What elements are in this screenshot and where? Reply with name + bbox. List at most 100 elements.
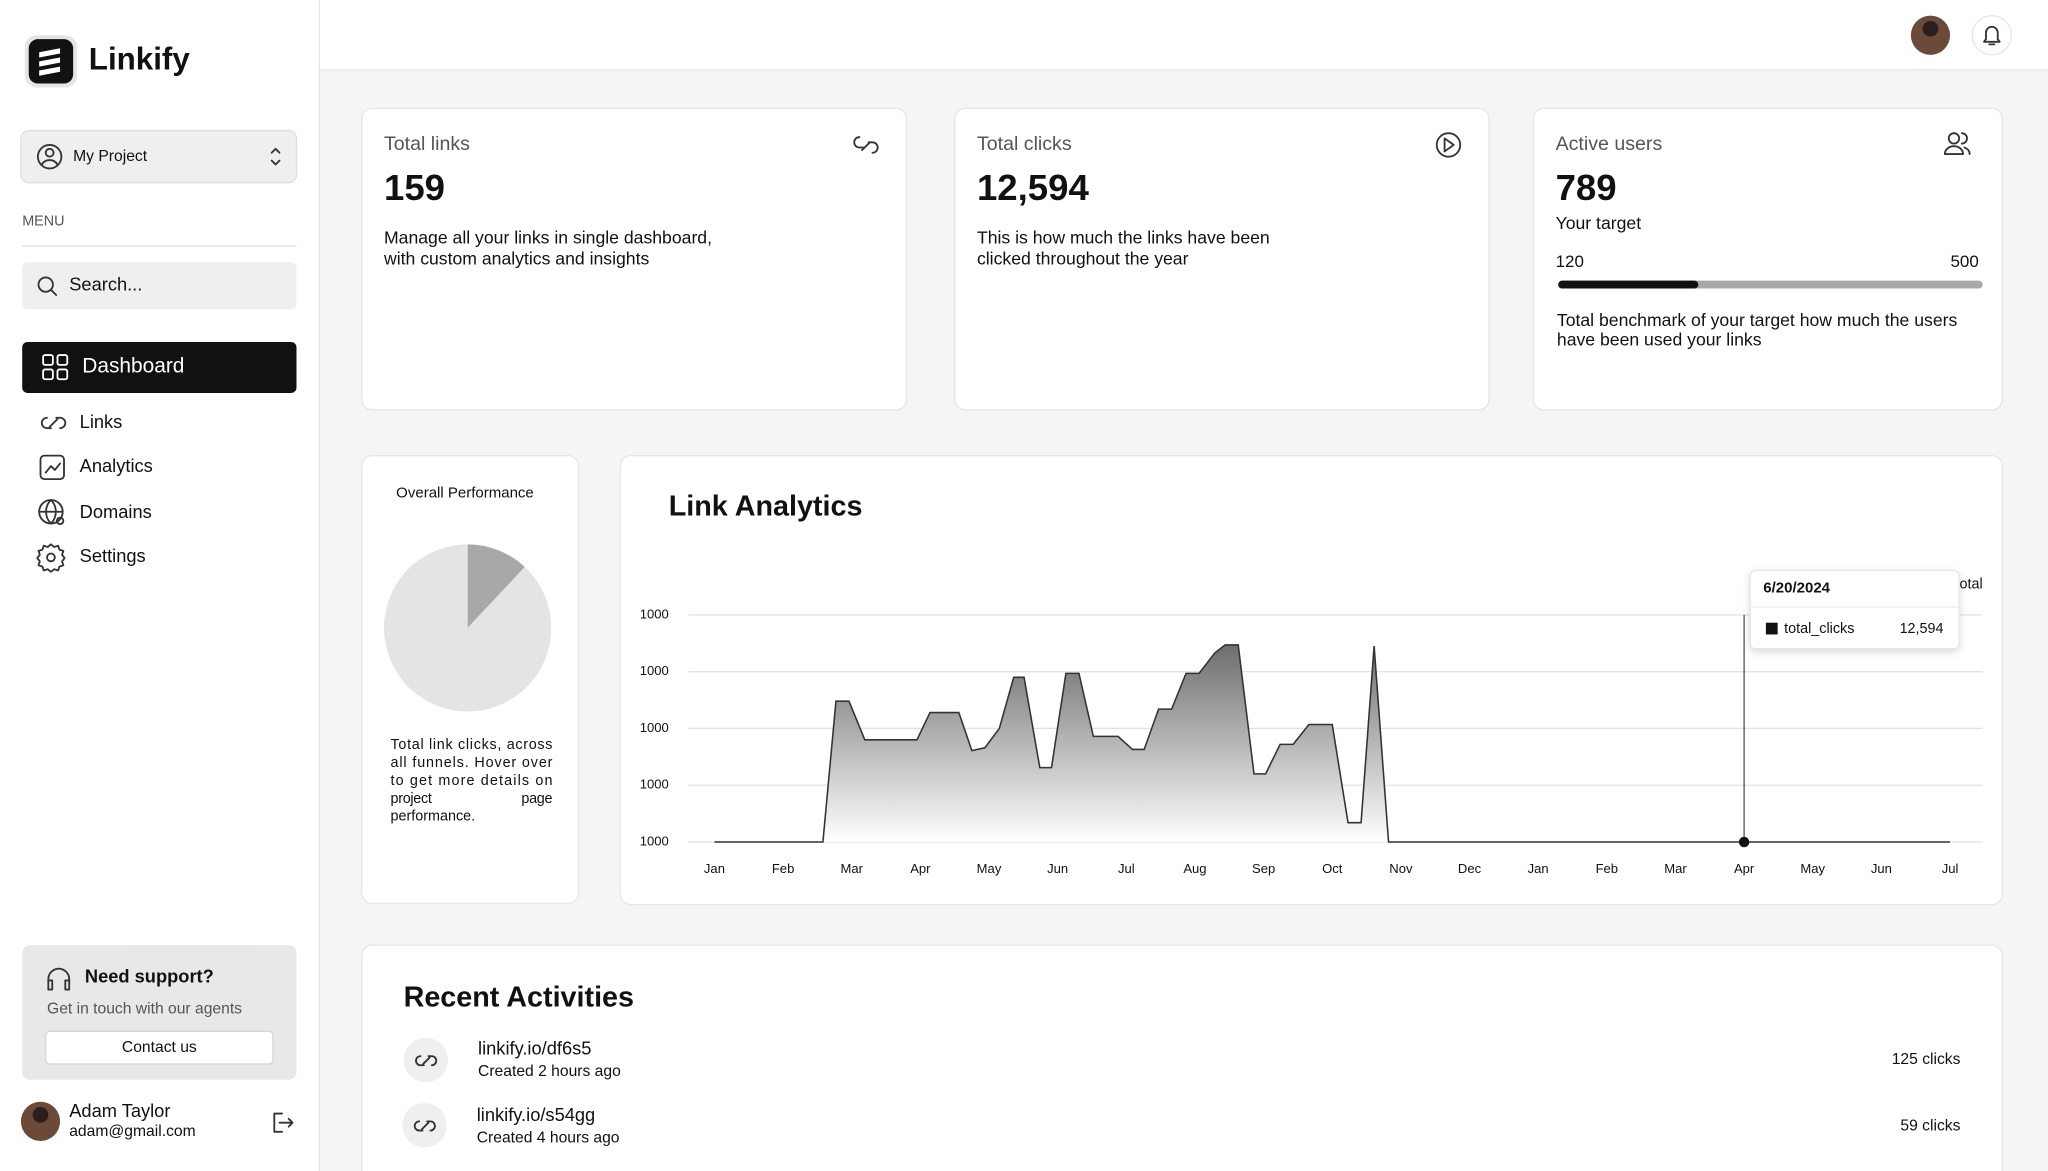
tooltip — [1749, 569, 1960, 650]
x-tick-label: Apr — [910, 861, 931, 876]
area-line — [714, 644, 1951, 843]
users-icon — [1943, 132, 1971, 155]
click-icon — [1435, 132, 1462, 158]
search-box[interactable] — [22, 262, 297, 310]
x-tick-label: May — [977, 861, 1002, 876]
x-tick-label: Jun — [1871, 861, 1892, 876]
headset-icon — [47, 967, 71, 991]
x-tick-label: Dec — [1458, 861, 1482, 876]
stat-card — [1532, 107, 2003, 411]
nav-item[interactable]: Links — [80, 411, 123, 432]
performance-description: all funnels. Hover over — [391, 755, 553, 771]
y-tick-label: 1000 — [640, 777, 669, 792]
recent-title: Recent Activities — [404, 981, 634, 1013]
y-tick-label: 1000 — [640, 720, 669, 735]
avatar-hair — [32, 1107, 49, 1123]
activity-url[interactable]: linkify.io/df6s5 — [478, 1037, 591, 1058]
contact-button[interactable] — [45, 1030, 274, 1065]
x-tick-label: Sep — [1252, 861, 1275, 876]
stat-description: clicked throughout the year — [977, 248, 1189, 268]
analytics-icon — [39, 454, 65, 481]
performance-title: Overall Performance — [396, 484, 534, 501]
x-tick-label: Feb — [772, 861, 794, 876]
domains-icon — [38, 499, 65, 526]
chart-title: Link Analytics — [669, 490, 863, 522]
x-tick-label: Feb — [1596, 861, 1618, 876]
performance-description: Total link clicks, across — [391, 737, 553, 753]
target-max: 500 — [1950, 252, 1978, 271]
stat-description: have been used your links — [1557, 329, 1762, 349]
link-icon — [415, 1055, 438, 1067]
nav-item[interactable]: Analytics — [80, 455, 153, 476]
x-tick-label: Jul — [1118, 861, 1135, 876]
stat-label: Total links — [384, 133, 470, 155]
stat-value: 159 — [384, 167, 445, 208]
nav-active[interactable] — [22, 342, 297, 393]
stat-card — [361, 107, 908, 411]
stat-description: Manage all your links in single dashboar… — [384, 228, 712, 248]
activity-clicks: 59 clicks — [1900, 1118, 1960, 1135]
performance-description: to get more details on — [391, 773, 553, 789]
activity-url[interactable]: linkify.io/s54gg — [477, 1104, 595, 1125]
x-tick-label: Apr — [1734, 861, 1755, 876]
search-placeholder: Search... — [69, 274, 142, 295]
stat-description: with custom analytics and insights — [383, 248, 650, 268]
activity-meta: Created 2 hours ago — [478, 1063, 621, 1080]
tooltip-series: total_clicks — [1784, 621, 1854, 637]
pie-slice — [467, 544, 525, 628]
brand: Linkify — [89, 42, 191, 77]
project-selector[interactable] — [20, 129, 298, 184]
links-icon — [40, 416, 67, 430]
activity-icon-bg — [403, 1037, 448, 1083]
y-tick-label: 1000 — [640, 833, 669, 848]
logo-icon — [24, 35, 78, 88]
bell-icon[interactable] — [1971, 15, 2013, 56]
nav-item[interactable]: Dashboard — [82, 354, 184, 377]
tooltip-date: 6/20/2024 — [1763, 580, 1830, 597]
tooltip-swatch — [1765, 622, 1778, 635]
contact-button-label[interactable]: Contact us — [122, 1039, 197, 1056]
x-tick-label: Mar — [840, 861, 863, 876]
stat-label: Total clicks — [977, 133, 1072, 155]
x-tick-label: Jun — [1047, 861, 1068, 876]
project-name: My Project — [73, 148, 148, 165]
nav-item[interactable]: Settings — [80, 545, 146, 566]
logout-icon[interactable] — [273, 1112, 294, 1133]
x-tick-label: Jan — [1528, 861, 1549, 876]
performance-description: project page — [391, 791, 553, 807]
stat-description: Total benchmark of your target how much … — [1557, 310, 1958, 330]
x-tick-label: Oct — [1322, 861, 1343, 876]
x-tick-label: Jul — [1942, 861, 1959, 876]
performance-description: performance. — [391, 809, 476, 825]
link-icon — [853, 136, 879, 154]
target-label: Your target — [1556, 213, 1642, 233]
stat-value: 12,594 — [977, 167, 1089, 208]
dashboard-icon — [42, 354, 69, 381]
legend-fragment: otal — [1960, 577, 1983, 593]
x-tick-label: Nov — [1389, 861, 1413, 876]
x-tick-label: May — [1800, 861, 1825, 876]
nav-item[interactable]: Domains — [80, 501, 152, 522]
activity-meta: Created 4 hours ago — [477, 1130, 620, 1147]
topbar — [318, 0, 2048, 70]
user-name: Adam Taylor — [69, 1100, 170, 1121]
avatar-hair — [1922, 20, 1939, 37]
activity-icon-bg — [402, 1103, 447, 1148]
link-icon — [413, 1120, 436, 1132]
settings-icon — [36, 543, 66, 573]
x-tick-label: Jan — [704, 861, 725, 876]
target-min: 120 — [1556, 252, 1584, 271]
y-tick-label: 1000 — [640, 663, 669, 678]
menu-label: MENU — [22, 214, 64, 230]
progress-fill — [1558, 280, 1699, 289]
user-email: adam@gmail.com — [69, 1123, 195, 1140]
stat-description: This is how much the links have been — [977, 228, 1270, 248]
stat-card — [954, 107, 1490, 411]
activity-clicks: 125 clicks — [1892, 1051, 1961, 1068]
recent-card — [361, 944, 2003, 1171]
stat-value: 789 — [1556, 167, 1617, 208]
tooltip-value: 12,594 — [1900, 621, 1944, 637]
pie-slice — [384, 544, 552, 712]
tooltip-point — [1738, 836, 1750, 848]
